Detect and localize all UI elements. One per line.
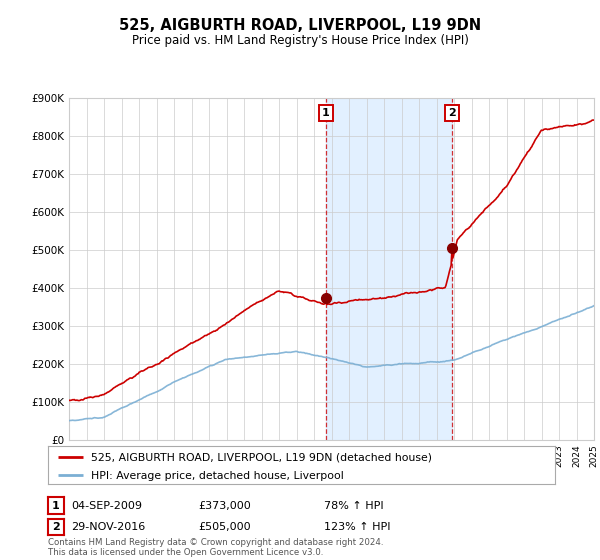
Text: 29-NOV-2016: 29-NOV-2016: [71, 522, 145, 532]
Text: Contains HM Land Registry data © Crown copyright and database right 2024.
This d: Contains HM Land Registry data © Crown c…: [48, 538, 383, 557]
Text: 04-SEP-2009: 04-SEP-2009: [71, 501, 142, 511]
Bar: [326, 98, 452, 440]
Text: 2: 2: [52, 522, 59, 532]
Text: £373,000: £373,000: [198, 501, 251, 511]
Text: 1: 1: [52, 501, 59, 511]
Text: £505,000: £505,000: [198, 522, 251, 532]
Text: 2: 2: [449, 109, 457, 118]
Text: 123% ↑ HPI: 123% ↑ HPI: [324, 522, 391, 532]
Text: 78% ↑ HPI: 78% ↑ HPI: [324, 501, 383, 511]
Text: Price paid vs. HM Land Registry's House Price Index (HPI): Price paid vs. HM Land Registry's House …: [131, 34, 469, 47]
Text: 525, AIGBURTH ROAD, LIVERPOOL, L19 9DN (detached house): 525, AIGBURTH ROAD, LIVERPOOL, L19 9DN (…: [91, 452, 432, 463]
Text: 525, AIGBURTH ROAD, LIVERPOOL, L19 9DN: 525, AIGBURTH ROAD, LIVERPOOL, L19 9DN: [119, 18, 481, 32]
Text: HPI: Average price, detached house, Liverpool: HPI: Average price, detached house, Live…: [91, 470, 344, 480]
Text: 1: 1: [322, 109, 329, 118]
